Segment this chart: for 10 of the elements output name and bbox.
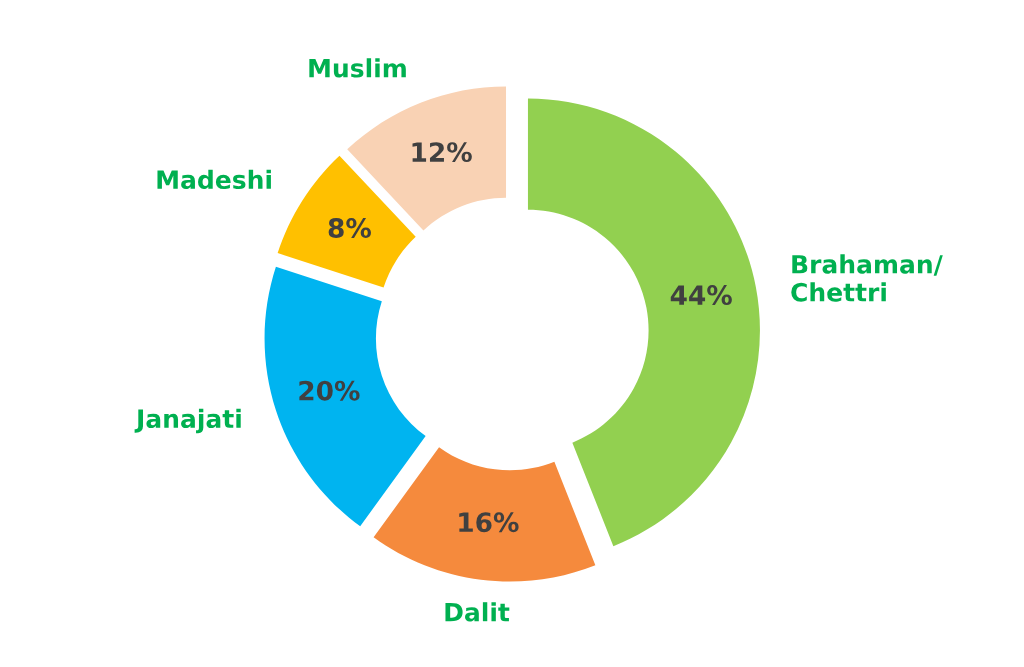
slice-label: Dalit xyxy=(445,602,510,622)
slice-label: Muslim xyxy=(309,58,406,78)
data-label: 8% xyxy=(328,218,371,238)
data-label: 20% xyxy=(299,380,360,401)
data-label: 44% xyxy=(670,285,732,306)
slice-label: Janajati xyxy=(134,408,241,434)
data-label: 16% xyxy=(459,512,519,533)
slice-label: Madeshi xyxy=(157,169,271,190)
data-label: 12% xyxy=(412,142,472,163)
slice-label: Brahaman/ Chettri xyxy=(791,254,943,302)
